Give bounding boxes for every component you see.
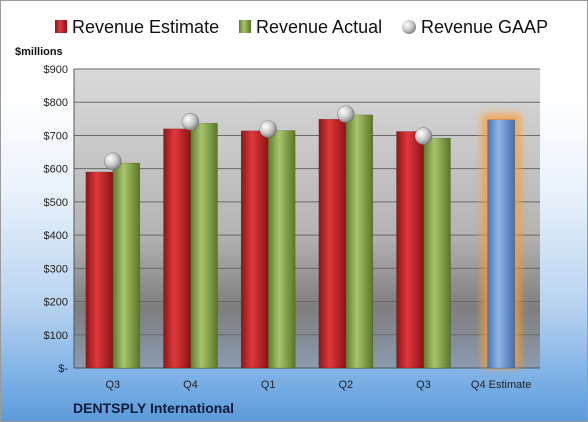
y-tick-label: $400	[44, 230, 68, 242]
y-tick-label: $-	[58, 363, 68, 375]
x-tick-label: Q3	[105, 379, 120, 391]
y-tick-label: $800	[44, 97, 68, 109]
y-tick-label: $700	[44, 130, 68, 142]
plot-area	[74, 69, 540, 368]
bar-revenue-estimate	[85, 171, 114, 369]
bar-revenue-actual	[423, 137, 451, 369]
x-axis-ticks: Q3 Q4 Q1 Q2 Q3 Q4 Estimate	[105, 379, 531, 391]
x-tick-label: Q4 Estimate	[471, 379, 532, 391]
bar-revenue-actual	[190, 122, 218, 369]
y-tick-label: $900	[44, 64, 68, 76]
marker-revenue-gaap	[181, 113, 200, 131]
x-tick-label: Q1	[261, 379, 276, 391]
x-tick-label: Q2	[338, 379, 353, 391]
bar-revenue-estimate	[240, 130, 269, 369]
y-axis-unit-label: $millions	[15, 46, 63, 58]
legend-label-revenue-actual: Revenue Actual	[256, 17, 382, 37]
legend-item-revenue-estimate: Revenue Estimate	[55, 17, 219, 37]
legend-label-revenue-estimate: Revenue Estimate	[72, 17, 219, 37]
bar-q4-estimate	[487, 119, 515, 369]
y-tick-label: $500	[44, 197, 68, 209]
company-label: DENTSPLY International	[73, 400, 234, 416]
legend-item-revenue-gaap: Revenue GAAP	[402, 17, 548, 37]
legend-label-revenue-gaap: Revenue GAAP	[421, 17, 548, 37]
x-tick-label: Q4	[183, 379, 198, 391]
legend: Revenue Estimate Revenue Actual Revenue …	[55, 17, 548, 37]
y-axis-ticks: $- $100 $200 $300 $400 $500 $600 $700 $800 $900	[44, 64, 69, 375]
legend-swatch-revenue-estimate	[55, 20, 67, 33]
x-tick-label: Q3	[416, 379, 431, 391]
bar-revenue-estimate	[318, 118, 347, 369]
y-tick-label: $300	[44, 263, 68, 275]
legend-marker-revenue-gaap	[402, 20, 416, 34]
marker-revenue-gaap	[414, 127, 433, 145]
y-tick-label: $200	[44, 297, 68, 309]
bar-revenue-actual	[112, 162, 141, 369]
legend-item-revenue-actual: Revenue Actual	[239, 17, 382, 37]
gridlines	[73, 68, 540, 369]
gaap-markers	[104, 105, 433, 171]
marker-revenue-gaap	[104, 152, 122, 171]
bar-revenue-actual	[267, 130, 296, 369]
bar-revenue-estimate	[396, 131, 424, 369]
bar-revenue-actual	[345, 114, 374, 369]
marker-revenue-gaap	[259, 120, 277, 138]
legend-swatch-revenue-actual	[239, 20, 251, 33]
y-tick-label: $100	[44, 330, 68, 342]
y-tick-label: $600	[44, 164, 68, 176]
bar-revenue-estimate	[163, 128, 191, 369]
marker-revenue-gaap	[337, 105, 355, 123]
bars	[85, 113, 521, 369]
